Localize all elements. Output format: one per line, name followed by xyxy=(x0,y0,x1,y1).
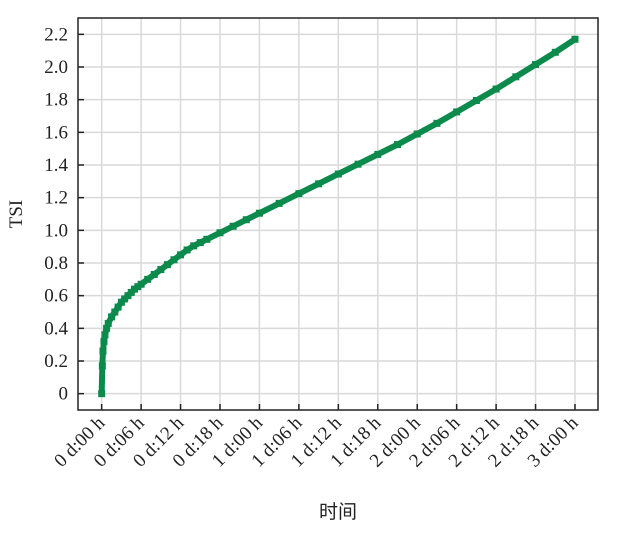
y-tick-label: 1.6 xyxy=(44,122,68,143)
point xyxy=(571,35,579,43)
point xyxy=(108,313,116,321)
point xyxy=(255,209,263,217)
point xyxy=(295,190,303,198)
y-tick-label: 1.0 xyxy=(44,220,68,241)
y-tick-label: 1.4 xyxy=(44,155,68,176)
point xyxy=(157,266,165,274)
point xyxy=(492,85,500,93)
point xyxy=(150,270,158,278)
point xyxy=(163,261,171,269)
point xyxy=(114,303,122,311)
point xyxy=(196,239,204,247)
y-tick-label: 1.2 xyxy=(44,188,68,209)
point xyxy=(453,108,461,116)
point xyxy=(532,61,540,69)
point xyxy=(98,390,106,398)
point xyxy=(512,73,520,81)
point xyxy=(98,362,106,370)
point xyxy=(216,229,224,237)
point xyxy=(183,246,191,254)
point xyxy=(275,199,283,207)
point xyxy=(144,275,152,283)
point xyxy=(190,242,198,250)
point xyxy=(413,130,421,138)
y-tick-label: 1.8 xyxy=(44,90,68,111)
point xyxy=(177,251,185,259)
y-tick-label: 2.2 xyxy=(44,24,68,45)
point xyxy=(100,337,108,345)
point xyxy=(551,48,559,56)
y-tick-label: 0.6 xyxy=(44,286,68,307)
point xyxy=(433,119,441,127)
point xyxy=(354,160,362,168)
y-tick-label: 2.0 xyxy=(44,57,68,78)
point xyxy=(101,331,109,339)
point xyxy=(242,216,250,224)
point xyxy=(229,222,237,230)
y-axis-label: TSI xyxy=(6,200,27,229)
point xyxy=(137,280,145,288)
point xyxy=(104,319,112,327)
point xyxy=(472,96,480,104)
y-tick-label: 0.8 xyxy=(44,253,68,274)
x-axis-label: 时间 xyxy=(319,501,357,523)
point xyxy=(170,256,178,264)
point xyxy=(393,141,401,149)
y-tick-label: 0.4 xyxy=(44,318,68,339)
plot-frame xyxy=(77,17,599,411)
y-tick-label: 0 xyxy=(59,384,69,405)
point xyxy=(203,235,211,243)
point xyxy=(103,324,111,332)
point xyxy=(374,150,382,158)
point xyxy=(315,180,323,188)
point xyxy=(111,308,119,316)
y-tick-label: 0.2 xyxy=(44,351,68,372)
point xyxy=(334,170,342,178)
point xyxy=(99,347,107,355)
